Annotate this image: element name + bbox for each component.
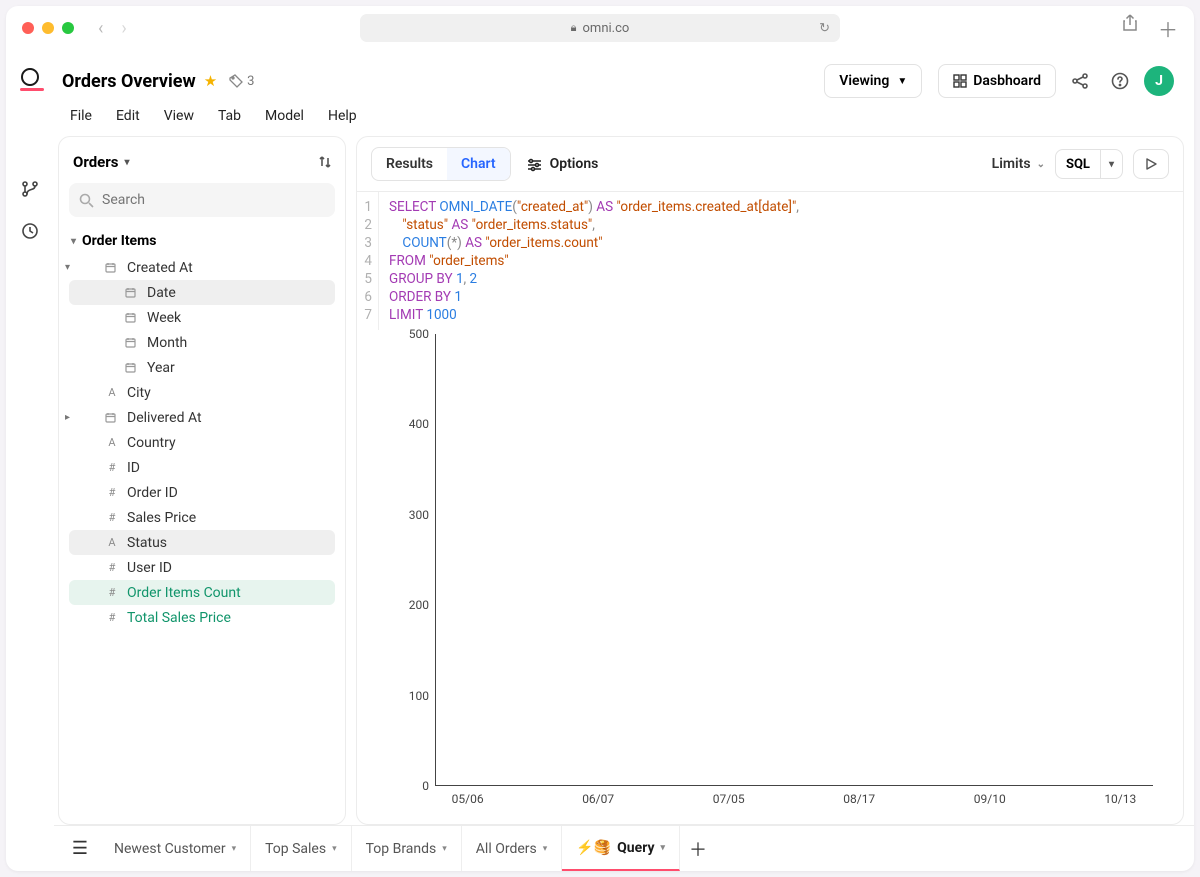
browser-window: ‹ › 🔒︎ omni.co ↻ ＋ — [6, 6, 1194, 871]
field-type-icon — [125, 287, 139, 298]
app: Orders Overview ★ 3 Viewing▼ Dasbhoard — [6, 50, 1194, 871]
field-country[interactable]: ACountry — [69, 430, 335, 455]
field-month[interactable]: Month — [69, 330, 335, 355]
field-type-icon: # — [105, 611, 119, 624]
footer-tab-newest[interactable]: Newest Customer▾ — [100, 826, 251, 871]
nav-forward-button[interactable]: › — [121, 18, 126, 39]
new-tab-icon[interactable]: ＋ — [1158, 14, 1178, 43]
field-order_id[interactable]: #Order ID — [69, 480, 335, 505]
field-sales_price[interactable]: #Sales Price — [69, 505, 335, 530]
tag-count[interactable]: 3 — [229, 74, 254, 89]
fullscreen-window-button[interactable] — [62, 22, 74, 34]
sort-icon[interactable] — [319, 154, 331, 170]
tab-emoji: ⚡🥞 — [576, 840, 611, 856]
field-type-icon — [125, 337, 139, 348]
options-button[interactable]: Options — [527, 156, 599, 172]
history-icon[interactable] — [21, 222, 39, 240]
field-total_sales_price[interactable]: #Total Sales Price — [69, 605, 335, 630]
menu-help[interactable]: Help — [328, 108, 357, 124]
tab-results[interactable]: Results — [372, 148, 447, 180]
menu-tab[interactable]: Tab — [218, 108, 241, 124]
footer-tab-query[interactable]: ⚡🥞 Query▾ — [562, 826, 680, 871]
nav-back-button[interactable]: ‹ — [98, 18, 103, 39]
lock-icon: 🔒︎ — [571, 21, 577, 35]
query-panel: Results Chart Options Limits⌄ — [356, 136, 1184, 825]
page-title: Orders Overview — [62, 71, 196, 92]
x-axis: 05/0606/0707/0508/1709/1010/13 — [387, 786, 1153, 814]
footer-tab-top-brands[interactable]: Top Brands▾ — [352, 826, 462, 871]
field-delivered_at[interactable]: ▸Delivered At — [69, 405, 335, 430]
footer-menu-icon[interactable]: ☰ — [60, 826, 100, 871]
branch-icon[interactable] — [21, 180, 39, 198]
field-type-icon: # — [105, 461, 119, 474]
sql-button[interactable]: SQL▾ — [1055, 149, 1123, 179]
share-button[interactable] — [1064, 65, 1096, 97]
limits-dropdown[interactable]: Limits⌄ — [992, 156, 1045, 172]
field-type-icon: A — [105, 386, 119, 399]
menu-view[interactable]: View — [164, 108, 194, 124]
field-id[interactable]: #ID — [69, 455, 335, 480]
footer-tab-top-sales[interactable]: Top Sales▾ — [251, 826, 352, 871]
sidebar-title[interactable]: Orders — [73, 153, 118, 171]
field-type-icon — [105, 262, 119, 273]
field-created_at[interactable]: ▾Created At — [69, 255, 335, 280]
field-type-icon: A — [105, 436, 119, 449]
field-sidebar: Orders ▾ ▾ Order Items ▾Created — [58, 136, 346, 825]
url-text: omni.co — [583, 21, 630, 36]
share-icon[interactable] — [1122, 14, 1138, 43]
field-type-icon: # — [105, 511, 119, 524]
tab-chart[interactable]: Chart — [447, 148, 510, 180]
field-type-icon: # — [105, 586, 119, 599]
star-icon[interactable]: ★ — [204, 72, 217, 90]
field-order_items_count[interactable]: #Order Items Count — [69, 580, 335, 605]
menubar: File Edit View Tab Model Help — [62, 98, 1174, 136]
minimize-window-button[interactable] — [42, 22, 54, 34]
field-status[interactable]: AStatus — [69, 530, 335, 555]
close-window-button[interactable] — [22, 22, 34, 34]
field-type-icon — [105, 412, 119, 423]
field-city[interactable]: ACity — [69, 380, 335, 405]
field-type-icon: # — [105, 561, 119, 574]
chart: 5004003002001000 05/0606/0707/0508/1709/… — [357, 330, 1183, 824]
left-rail — [6, 50, 54, 871]
group-order-items[interactable]: ▾ Order Items — [69, 227, 335, 255]
header: Orders Overview ★ 3 Viewing▼ Dasbhoard — [54, 50, 1194, 136]
menu-edit[interactable]: Edit — [116, 108, 140, 124]
field-user_id[interactable]: #User ID — [69, 555, 335, 580]
titlebar: ‹ › 🔒︎ omni.co ↻ ＋ — [6, 6, 1194, 50]
plot — [435, 334, 1153, 786]
avatar[interactable]: J — [1144, 66, 1174, 96]
field-year[interactable]: Year — [69, 355, 335, 380]
field-type-icon: # — [105, 486, 119, 499]
field-type-icon: A — [105, 536, 119, 549]
omni-logo[interactable] — [21, 68, 39, 86]
field-week[interactable]: Week — [69, 305, 335, 330]
reload-icon[interactable]: ↻ — [819, 21, 830, 36]
viewing-dropdown[interactable]: Viewing▼ — [824, 64, 922, 98]
field-date[interactable]: Date — [69, 280, 335, 305]
footer-tab-all-orders[interactable]: All Orders▾ — [462, 826, 562, 871]
menu-model[interactable]: Model — [265, 108, 304, 124]
field-type-icon — [125, 312, 139, 323]
sql-editor[interactable]: 1234567 SELECT OMNI_DATE("created_at") A… — [357, 191, 1183, 330]
urlbar[interactable]: 🔒︎ omni.co ↻ — [360, 14, 840, 42]
search-input[interactable] — [69, 183, 335, 217]
help-button[interactable] — [1104, 65, 1136, 97]
chevron-down-icon[interactable]: ▾ — [124, 157, 129, 168]
window-controls[interactable] — [22, 22, 74, 34]
menu-file[interactable]: File — [70, 108, 92, 124]
search-field[interactable] — [102, 192, 325, 208]
dashboard-button[interactable]: Dasbhoard — [938, 64, 1056, 98]
add-tab-button[interactable]: ＋ — [680, 826, 716, 871]
footer-tabs: ☰ Newest Customer▾ Top Sales▾ Top Brands… — [54, 825, 1194, 871]
field-type-icon — [125, 362, 139, 373]
y-axis: 5004003002001000 — [387, 334, 435, 786]
run-button[interactable] — [1133, 149, 1169, 179]
